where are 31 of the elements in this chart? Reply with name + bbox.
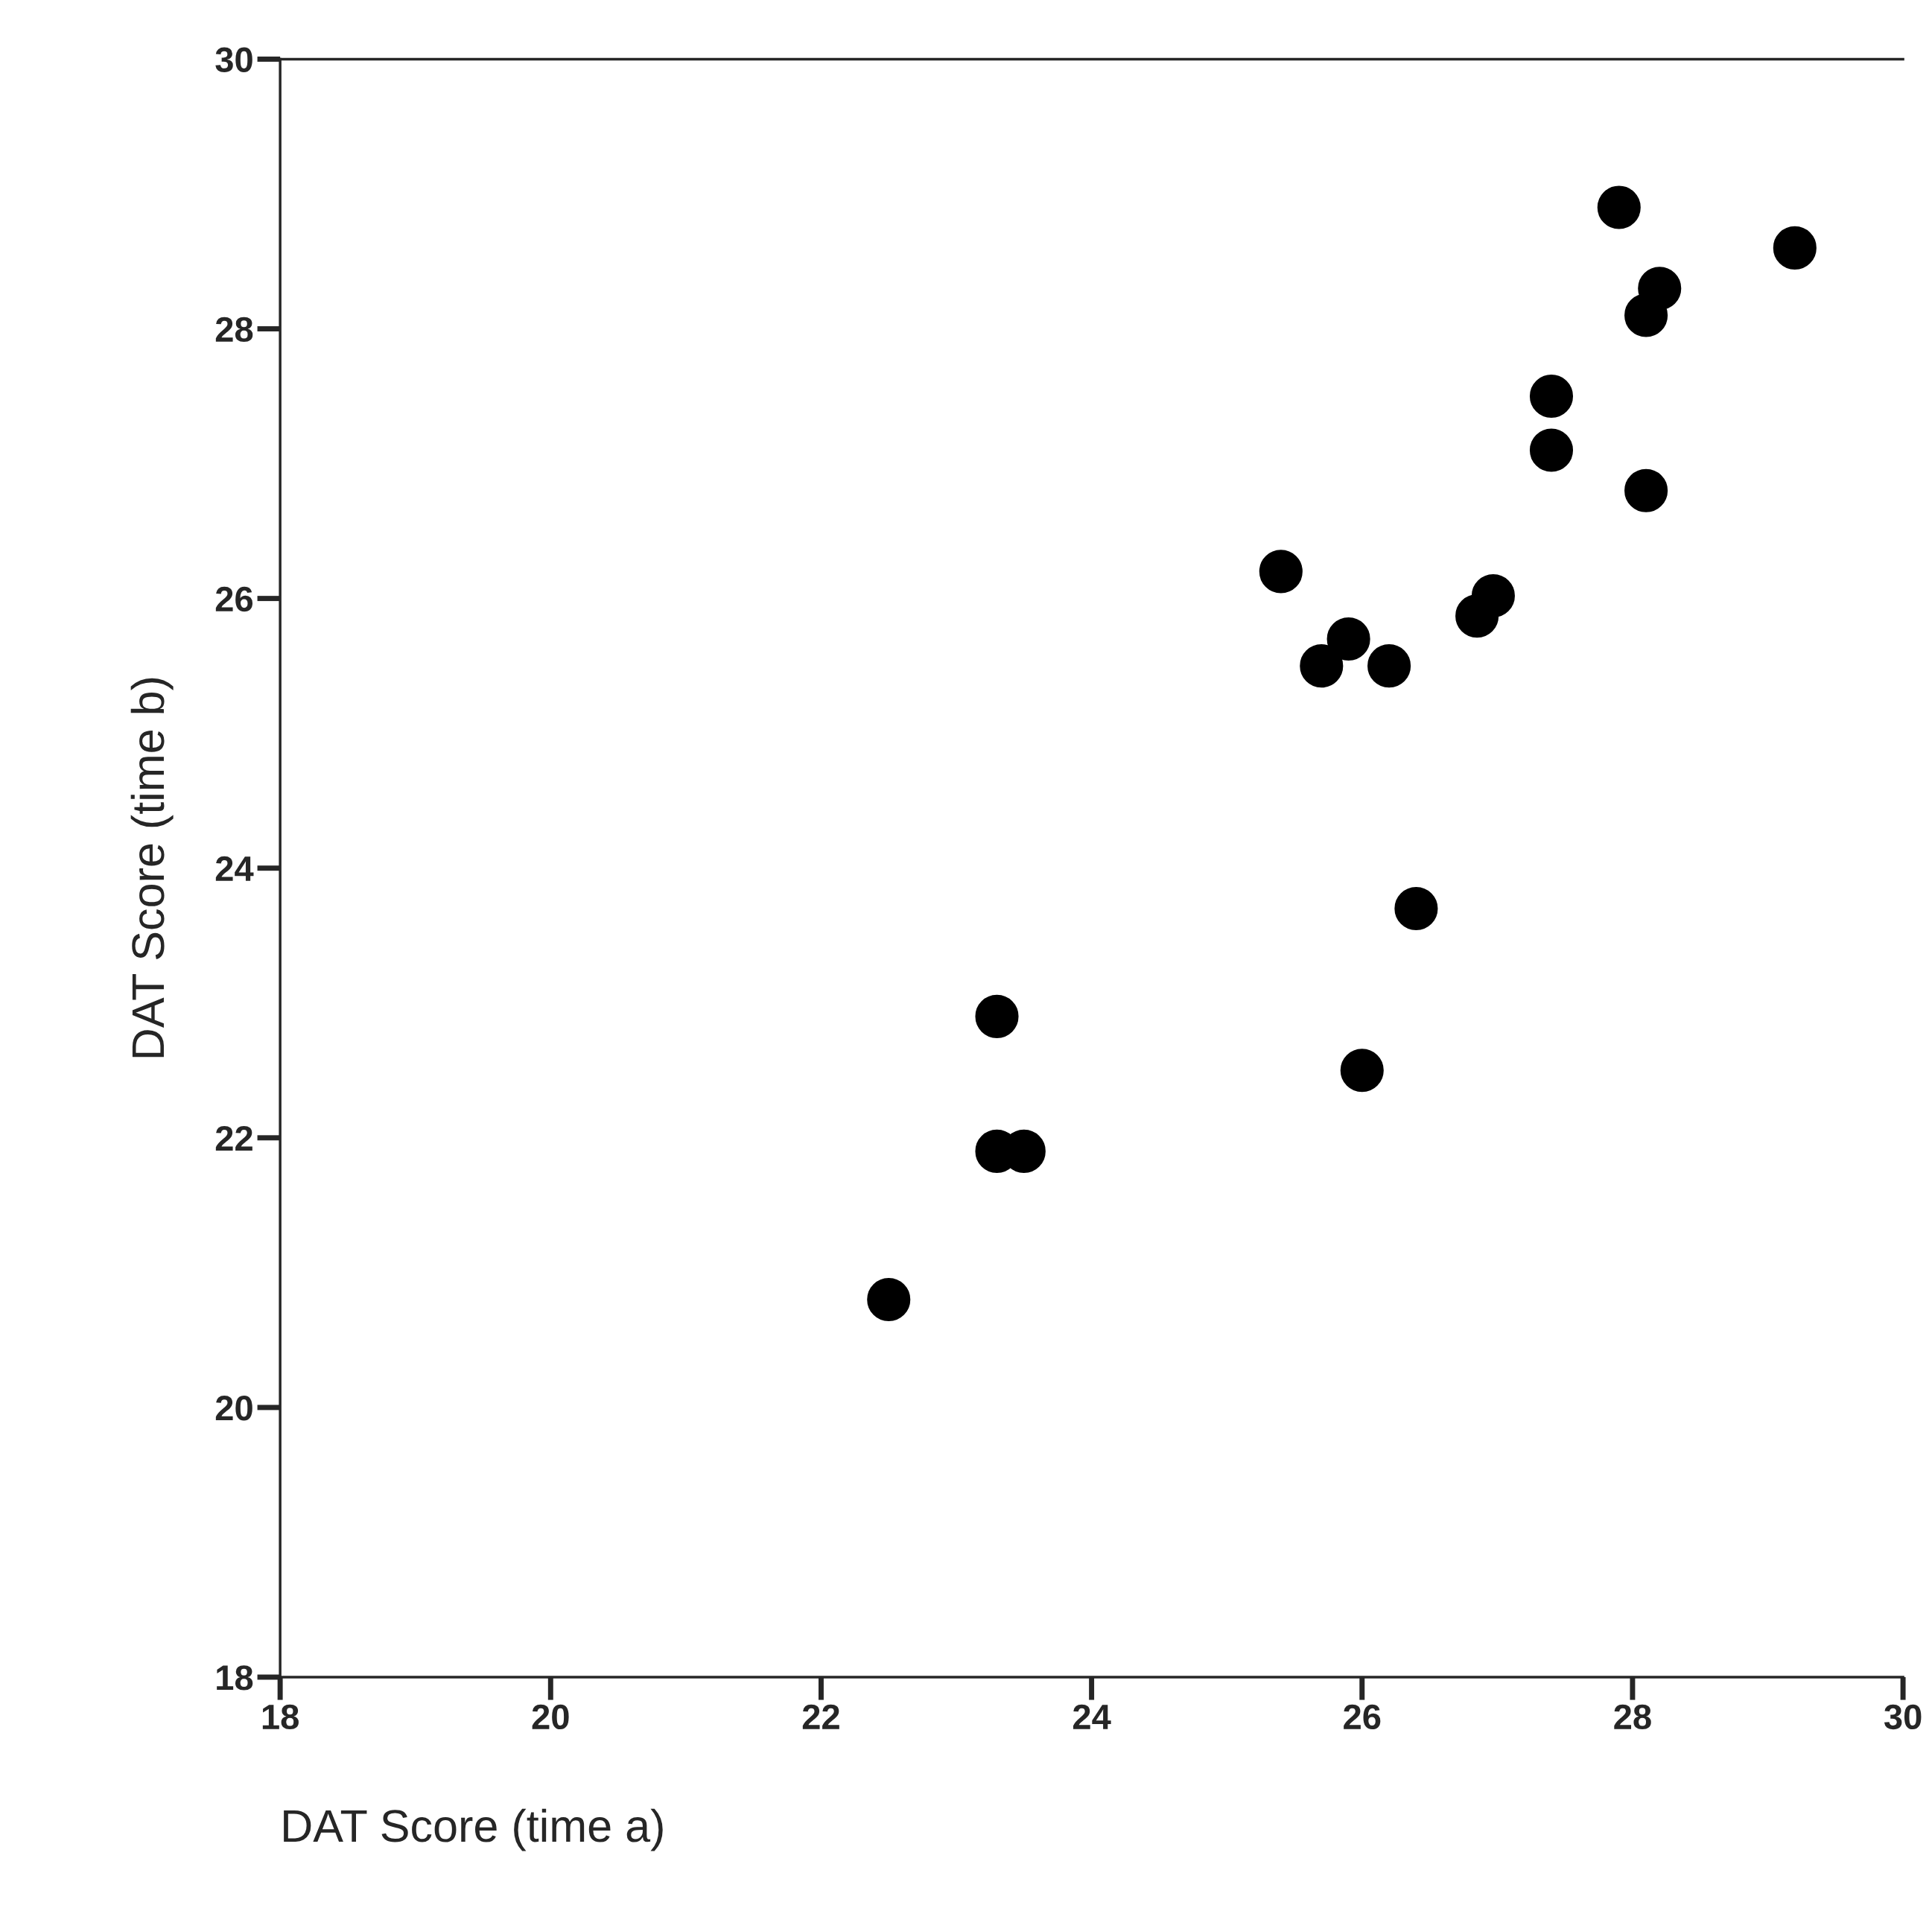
point [1529, 428, 1574, 472]
point [1326, 617, 1370, 661]
point [1300, 644, 1344, 688]
point [1471, 573, 1515, 618]
y-tick-label: 28 [215, 317, 253, 343]
point [1597, 185, 1641, 229]
point [1259, 550, 1303, 594]
x-tick-label: 26 [1344, 1704, 1381, 1730]
x-tick-label: 20 [532, 1704, 569, 1730]
point [867, 1278, 911, 1322]
x-tick-label: 18 [262, 1704, 299, 1730]
y-tick-label: 18 [217, 1665, 253, 1691]
y-tick-label: 26 [215, 586, 253, 612]
point [1394, 886, 1438, 931]
point [975, 994, 1019, 1038]
point [1340, 1049, 1384, 1093]
y-tick-label: 30 [215, 47, 252, 73]
y-tick-label: 20 [215, 1396, 252, 1421]
point [1529, 375, 1574, 419]
y-axis-title: DAT Score (time b) [130, 678, 174, 1058]
point [1638, 267, 1682, 311]
point [1773, 226, 1817, 270]
x-tick-label: 22 [802, 1704, 839, 1729]
y-tick-label: 24 [215, 856, 254, 881]
point [1624, 468, 1668, 512]
x-tick-label: 30 [1884, 1704, 1922, 1730]
point [1367, 644, 1411, 688]
x-axis-title: DAT Score (time a) [284, 1808, 663, 1851]
x-tick-label: 24 [1073, 1704, 1111, 1729]
x-tick-label: 28 [1614, 1704, 1651, 1730]
y-tick-label: 22 [215, 1125, 252, 1151]
